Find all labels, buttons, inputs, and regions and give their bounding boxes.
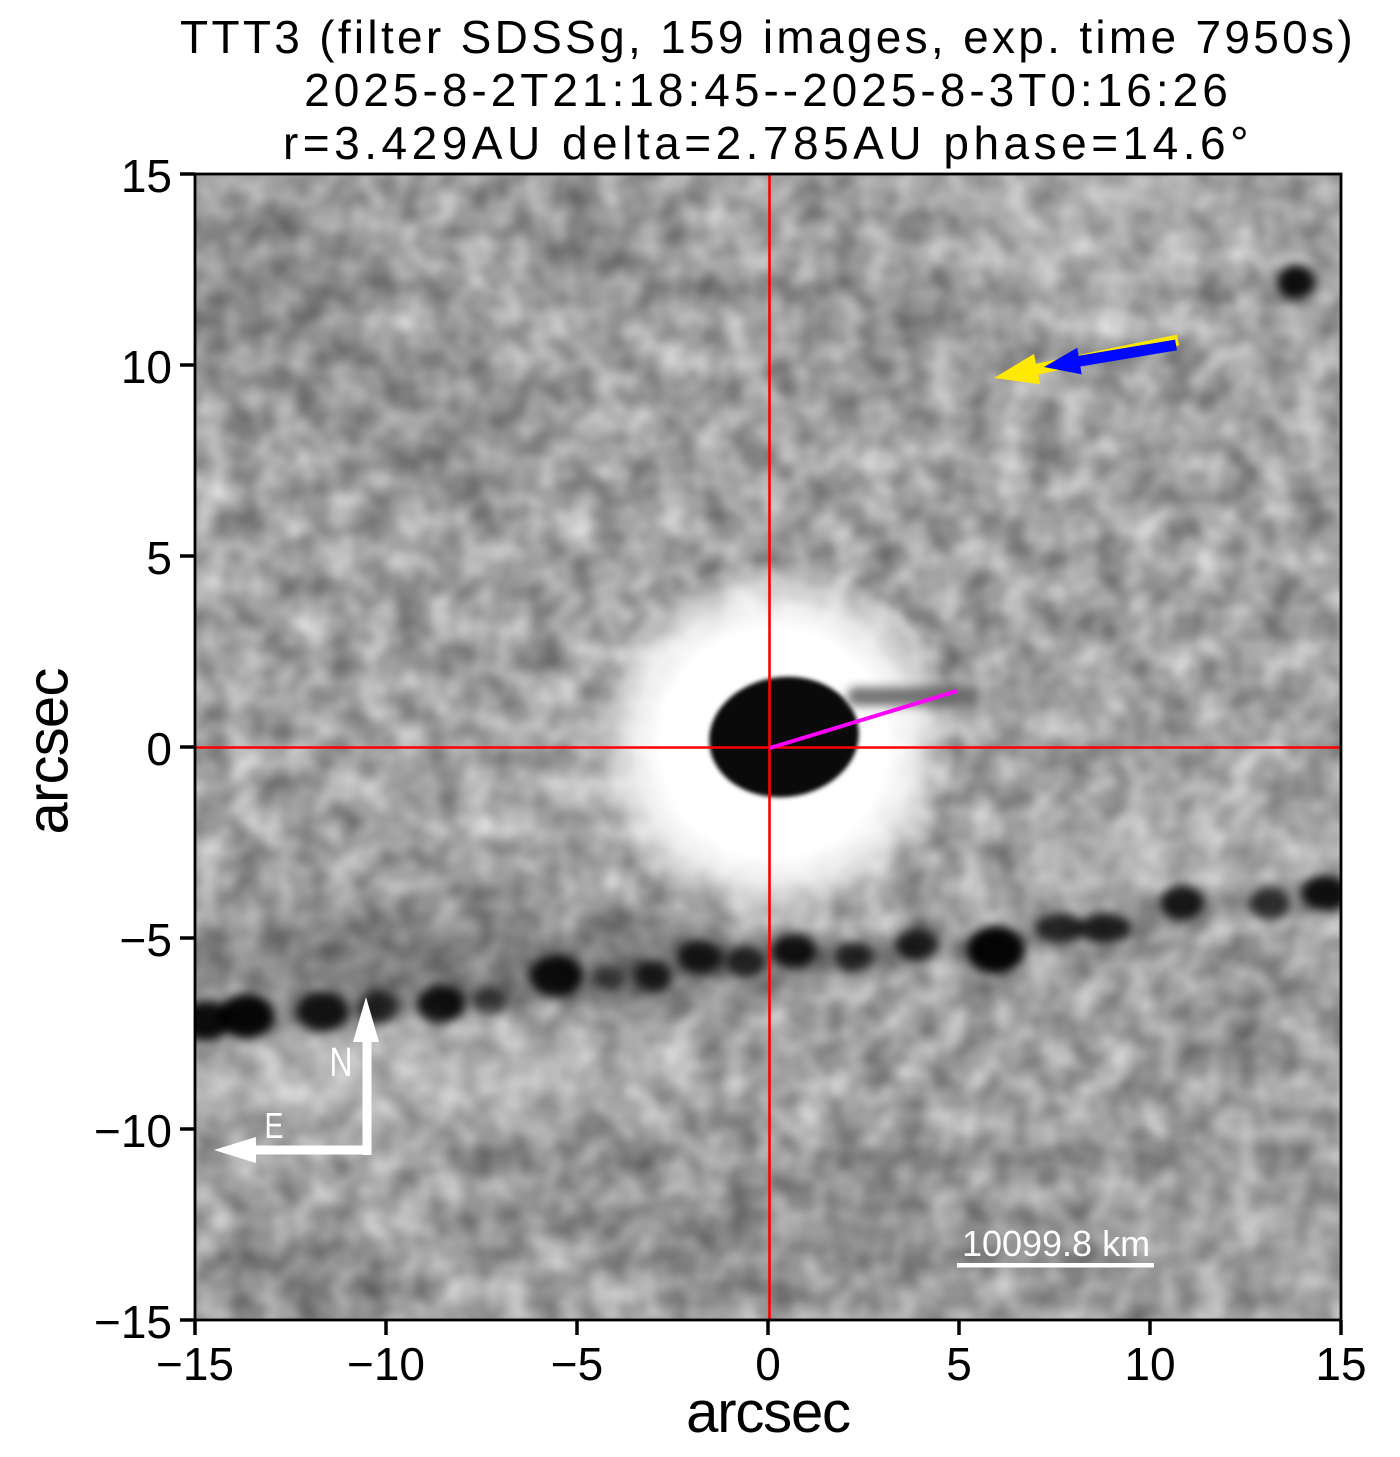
svg-text:E: E — [265, 1105, 284, 1146]
svg-text:10099.8 km: 10099.8 km — [962, 1223, 1150, 1264]
svg-text:N: N — [330, 1039, 353, 1085]
